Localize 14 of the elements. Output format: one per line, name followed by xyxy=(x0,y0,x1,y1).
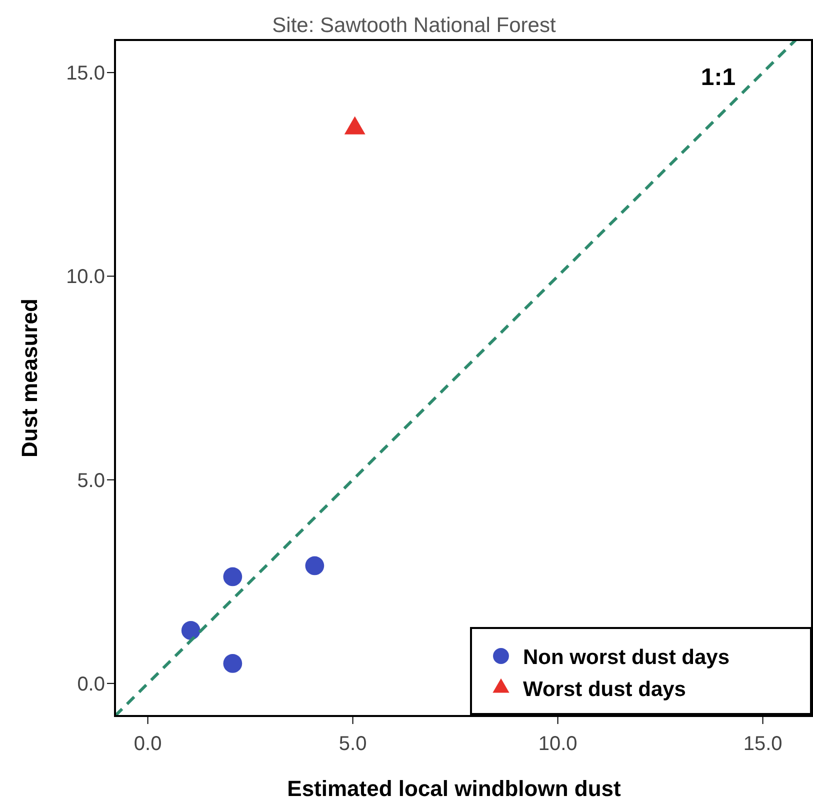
x-tick-label: 5.0 xyxy=(338,733,367,755)
y-tick-label: 0.0 xyxy=(77,673,105,696)
x-tick-label: 15.0 xyxy=(743,733,782,755)
y-tick-label: 10.0 xyxy=(66,266,105,288)
chart-title: Site: Sawtooth National Forest xyxy=(272,14,556,37)
legend-label: Worst dust days xyxy=(523,678,686,701)
y-axis-title: Dust measured xyxy=(17,298,42,458)
x-axis-title: Estimated local windblown dust xyxy=(287,776,622,801)
series-label: 1:1 xyxy=(700,64,736,91)
x-tick-label: 0.0 xyxy=(134,733,162,755)
x-tick-label: 10.0 xyxy=(538,733,578,755)
y-tick-label: 15.0 xyxy=(66,62,105,85)
legend-label: Non worst dust days xyxy=(523,646,730,669)
y-tick-label: 5.0 xyxy=(77,470,105,492)
